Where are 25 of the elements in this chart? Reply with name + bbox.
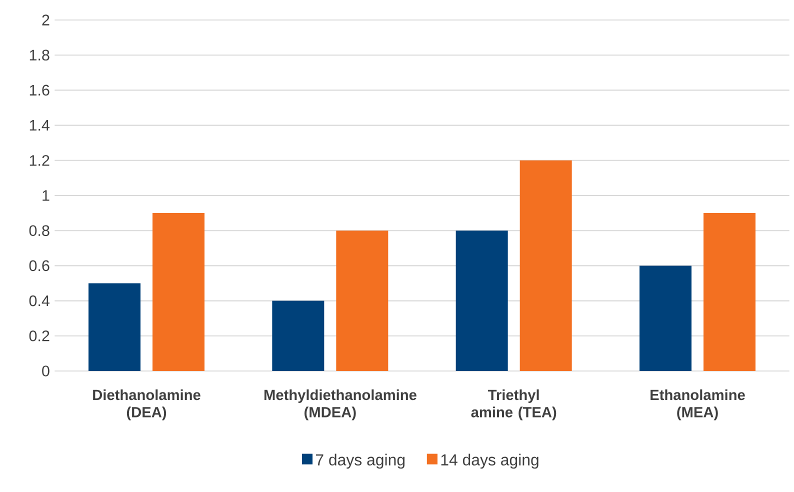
- y-tick-label: 1.6: [30, 84, 50, 96]
- x-tick-label: Methyldiethanolamine (MDEA): [264, 389, 416, 420]
- y-tick-label: 0.2: [29, 330, 50, 342]
- legend-label: 7 days aging: [316, 454, 405, 469]
- bar: [336, 230, 388, 371]
- y-tick-label: 1.2: [30, 155, 50, 166]
- y-tick-label: 0: [42, 366, 50, 376]
- bar: [456, 230, 508, 371]
- bar: [520, 160, 572, 371]
- x-tick-label: Ethanolamine (MEA): [650, 389, 745, 420]
- legend-label: 14 days aging: [441, 454, 538, 469]
- y-tick-label: 0.8: [29, 225, 50, 236]
- y-tick-label: 0.4: [29, 295, 50, 306]
- y-tick-label: 2: [42, 14, 50, 26]
- y-tick-label: 1: [42, 190, 50, 201]
- bar: [152, 213, 204, 371]
- y-tick-label: 1.4: [30, 120, 50, 131]
- y-tick-label: 1.8: [30, 50, 50, 60]
- bar: [640, 266, 692, 371]
- bar: [704, 213, 756, 371]
- bar: [272, 300, 324, 371]
- y-tick-label: 0.6: [29, 260, 50, 272]
- x-tick-label: Diethanolamine (DEA): [93, 389, 200, 420]
- x-tick-label: Triethyl amine (TEA): [471, 389, 556, 420]
- bar: [88, 283, 140, 371]
